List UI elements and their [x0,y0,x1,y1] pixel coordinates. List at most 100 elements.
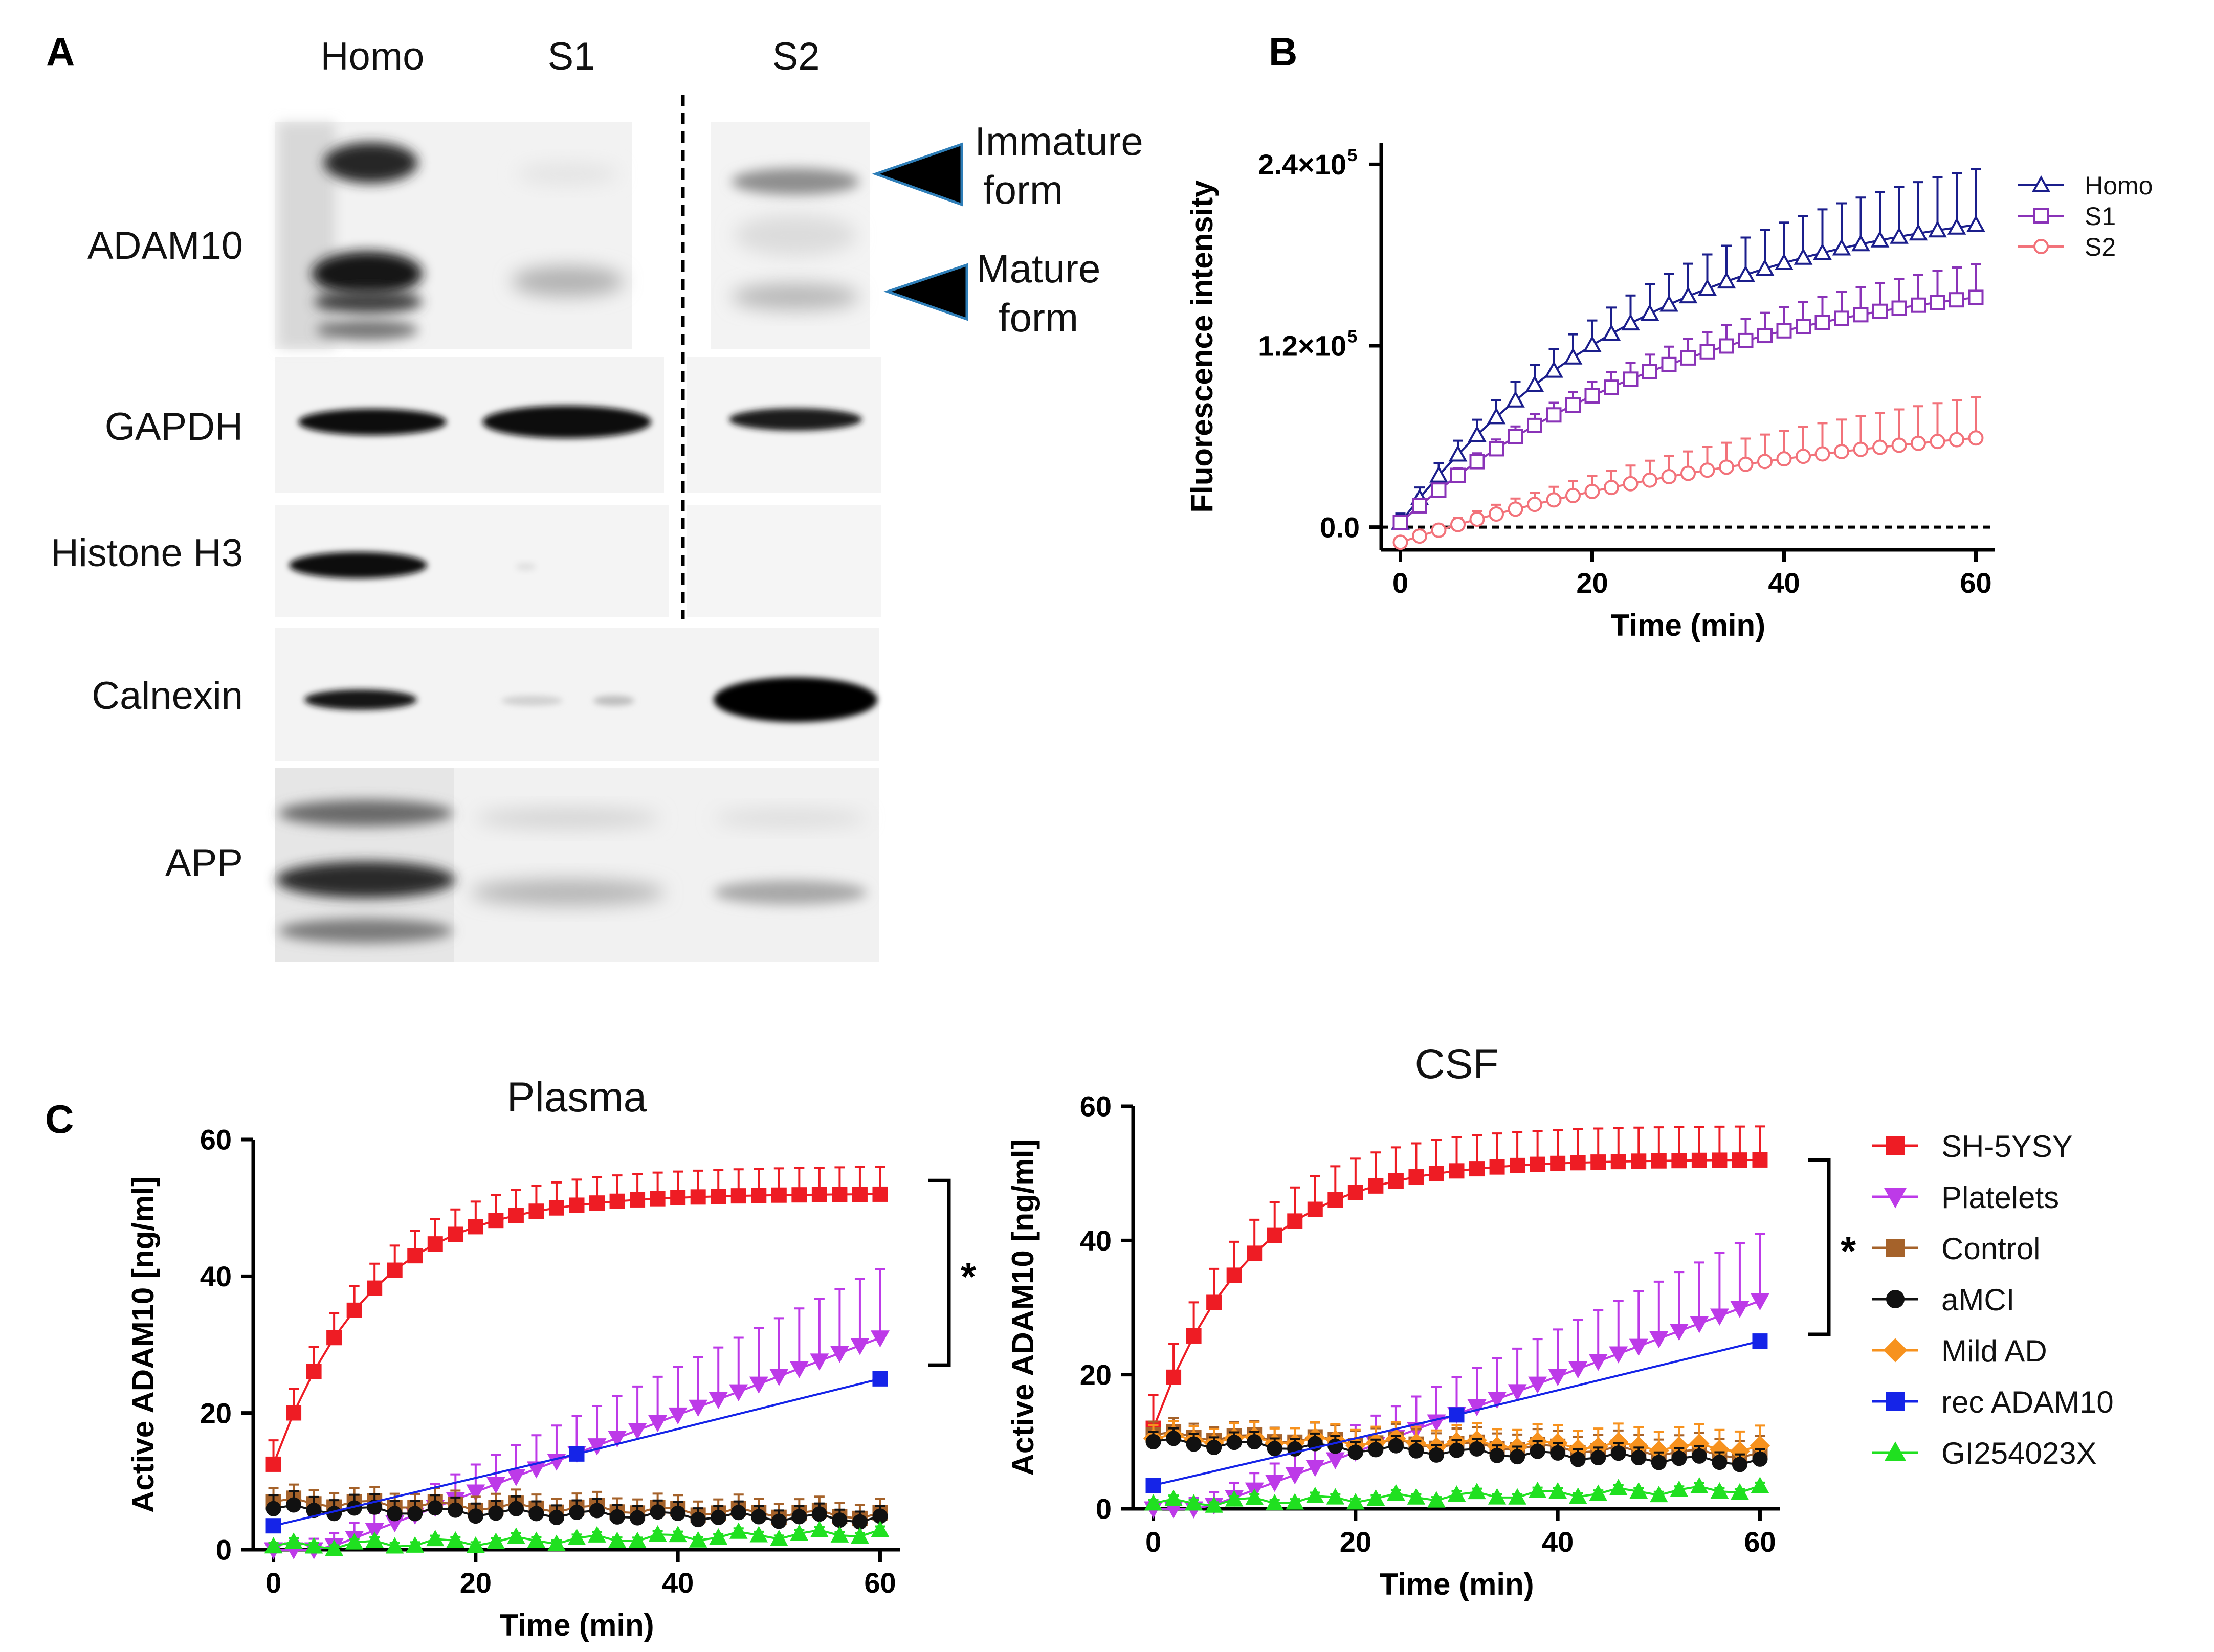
row-label-adam10: ADAM10 [87,224,243,267]
data-point [1428,1166,1444,1181]
data-point [608,1431,627,1448]
data-point [1428,1447,1444,1463]
panel-c: C 0 20 40 60 0 20 40 60 Time (min) Active ADAM10 … [45,1041,2114,1642]
data-point [1508,1488,1526,1505]
data-point [526,1461,546,1479]
data-point [427,1236,443,1252]
data-point [1508,501,1523,517]
data-point [872,1186,888,1202]
data-point [790,1524,809,1541]
data-point [1642,364,1657,379]
chart-c-plasma: 0 20 40 60 0 20 40 60 Time (min) Active ADAM10 [n… [126,1074,977,1642]
legend-marker [2033,239,2049,254]
data-point [729,1384,748,1401]
data-point [1680,465,1696,481]
legend-marker [1884,1188,1907,1209]
data-point [670,1190,686,1205]
data-point [1568,1361,1588,1379]
data-point [1736,265,1755,282]
data-point [628,1423,647,1440]
data-point [286,1405,302,1421]
data-point [751,1509,767,1525]
data-point [528,1506,544,1522]
data-point [367,1280,383,1296]
y-tick-label: 40 [200,1260,232,1292]
panel-a-label: A [46,29,75,74]
data-point [711,1509,726,1525]
data-point [1621,314,1640,331]
data-point [1678,286,1698,304]
data-point [811,1506,827,1522]
data-point [709,1528,728,1545]
data-point [1525,375,1544,392]
data-point [830,1346,849,1363]
data-point [325,1539,343,1556]
y-tick-label: 40 [1080,1224,1112,1257]
data-point [730,1505,746,1521]
legend-marker [1886,1239,1905,1257]
data-point [569,1197,585,1213]
legend-label: Homo [2085,171,2153,200]
x-axis-title: Time (min) [1611,608,1765,642]
y-axis-title: Fluorescence intensity [1185,180,1219,513]
data-point [1870,230,1890,248]
data-point [852,1187,868,1202]
data-point [265,1518,281,1534]
data-point [365,1523,384,1541]
series-sh-5ysy [265,1166,888,1472]
row-labels: ADAM10 GAPDH Histone H3 Calnexin APP [51,224,243,885]
lane-labels: Homo S1 S2 [321,35,820,78]
data-point [1267,1441,1282,1457]
data-point [771,1187,787,1203]
data-point [1326,1488,1345,1505]
data-point [609,1509,625,1525]
data-point [852,1514,868,1530]
row-label-gapdh: GAPDH [105,405,243,449]
data-point [385,1537,404,1554]
legend-label: Mild AD [1941,1334,2047,1368]
lane-label-s2: S2 [772,35,820,78]
x-tick-label: 60 [864,1567,896,1599]
data-point [508,1501,524,1516]
data-point [1468,425,1487,442]
bands-calnexin [304,677,877,722]
data-point [1717,272,1736,289]
lane-label-homo: Homo [321,35,425,78]
y-tick-label: 0 [216,1534,232,1566]
series-sh-5ysy [1145,1125,1768,1436]
data-point [1698,279,1717,296]
data-point [1530,1443,1545,1459]
y-tick-label: 60 [1080,1090,1112,1123]
data-point [648,1525,667,1542]
data-point [1267,1227,1282,1243]
significance-bracket [1808,1158,1831,1336]
data-point [1909,224,1928,241]
data-point [1752,1333,1768,1349]
data-point [1412,528,1427,544]
row-label-histone-h3: Histone H3 [51,531,243,575]
data-point [468,1219,483,1235]
immature-arrow [872,142,963,207]
data-point [1408,1169,1424,1185]
data-point [1447,1485,1466,1502]
data-point [769,1369,789,1386]
data-point [1467,1399,1487,1417]
data-point [1610,1445,1626,1461]
data-point [1412,498,1427,514]
data-point [1226,1267,1242,1283]
data-point [1776,323,1792,339]
y-tick-exponent: 5 [1347,146,1357,165]
data-point [1563,347,1583,365]
data-point [1431,522,1447,538]
legend-label: S1 [2085,202,2116,231]
data-point [1832,238,1851,256]
data-point [830,1526,849,1543]
data-point [1546,407,1562,423]
data-point [1834,310,1849,326]
data-point [488,1505,504,1521]
bands-adam10 [279,123,859,348]
data-point [810,1353,829,1371]
data-point [871,1521,890,1537]
data-point [1528,1376,1547,1394]
